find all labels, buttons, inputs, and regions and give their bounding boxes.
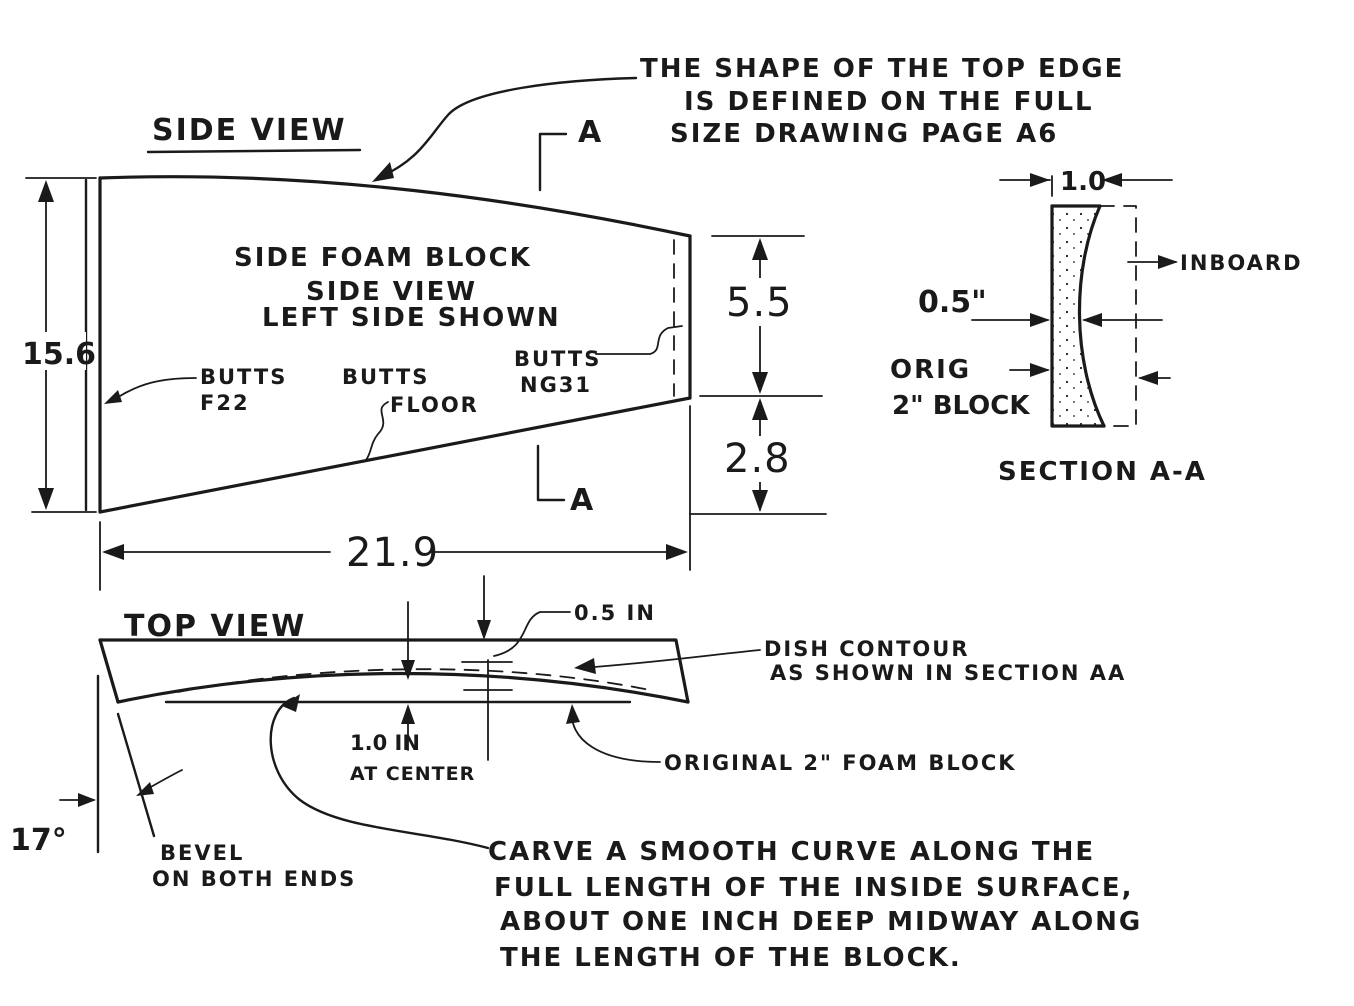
dish-note-line-2: AS SHOWN IN SECTION AA <box>770 661 1126 685</box>
side-block-label-2: SIDE VIEW <box>306 277 477 307</box>
side-block-label-1: SIDE FOAM BLOCK <box>234 243 532 273</box>
inboard-label: INBOARD <box>1180 251 1303 275</box>
side-view-title-underline <box>146 148 362 154</box>
right-upper-arrow-top-icon <box>752 238 768 260</box>
carve-note-line-4: THE LENGTH OF THE BLOCK. <box>500 943 962 973</box>
butts-ng31-leader <box>595 325 683 355</box>
butts-f22-label-1: BUTTS <box>200 365 287 389</box>
butts-floor-label-2: FLOOR <box>390 393 479 417</box>
carve-note-line-3: ABOUT ONE INCH DEEP MIDWAY ALONG <box>500 907 1142 937</box>
orig-block-arrow-left-icon <box>1030 363 1050 377</box>
top-block-left-bevel <box>98 638 120 704</box>
original-block-leader <box>570 707 661 763</box>
top-edge-note-line-1: THE SHAPE OF THE TOP EDGE <box>640 54 1124 84</box>
side-view: SIDE VIEW A A SIDE FOAM BLOCK SIDE VIEW … <box>20 113 827 591</box>
center-dim-upper-arrow-icon <box>401 660 415 680</box>
dish-note-arrow-icon <box>574 658 596 674</box>
height-arrow-top-icon <box>38 180 54 202</box>
top-edge-arrow-icon <box>372 162 394 182</box>
angle-label: 17° <box>10 823 67 858</box>
top-edge-leader <box>376 76 638 180</box>
orig-block-label-2: 2" BLOCK <box>892 391 1030 421</box>
height-label-bg <box>20 332 86 370</box>
side-block-bottom-edge <box>98 396 692 514</box>
right-upper-dim-label: 5.5 <box>726 280 793 326</box>
length-arrow-left-icon <box>102 544 124 560</box>
bevel-label-2: ON BOTH ENDS <box>152 867 356 891</box>
section-marker-bottom-label: A <box>570 483 595 518</box>
bevel-angle-line <box>116 712 156 838</box>
carve-note-line-1: CARVE A SMOOTH CURVE ALONG THE <box>488 837 1095 867</box>
butts-floor-label-1: BUTTS <box>342 365 429 389</box>
section-side-arrow-left-icon <box>1030 313 1050 327</box>
butts-floor-leader <box>365 401 389 461</box>
original-block-label: ORIGINAL 2" FOAM BLOCK <box>664 751 1017 775</box>
top-block-outline <box>98 638 690 704</box>
side-block-top-edge <box>98 175 692 238</box>
length-dim-label: 21.9 <box>346 530 439 576</box>
original-block-arrow-icon <box>566 704 580 724</box>
section-top-arrow-right-icon <box>1102 173 1122 187</box>
top-block-dish-contour <box>177 668 651 693</box>
inboard-arrow-icon <box>1158 255 1178 269</box>
height-dim-label: 15.6 <box>22 337 96 372</box>
section-side-arrow-right-icon <box>1082 313 1102 327</box>
section-top-dim-label: 1.0 <box>1060 167 1106 197</box>
center-dim-lower-arrow-icon <box>401 704 415 724</box>
right-lower-label-bg <box>722 436 798 482</box>
length-arrow-right-icon <box>666 544 688 560</box>
section-marker-top-label: A <box>578 115 603 150</box>
dish-dim-arrow-icon <box>477 620 491 640</box>
section-marker-top <box>538 132 568 192</box>
orig-block-arrow-right-icon <box>1138 371 1158 385</box>
right-lower-arrow-top-icon <box>752 398 768 420</box>
center-label-1: 1.0 IN <box>350 731 420 755</box>
butts-f22-label-2: F22 <box>200 391 250 415</box>
right-lower-arrow-bottom-icon <box>752 490 768 512</box>
carve-note-arrow-icon <box>282 694 300 712</box>
center-label-2: AT CENTER <box>350 763 475 785</box>
dish-note-line-1: DISH CONTOUR <box>764 637 970 661</box>
section-aa: 1.0 INBOARD 0.5" ORIG 2" BLOCK SECTION A… <box>890 167 1303 487</box>
section-original-block-dashed <box>1099 205 1137 427</box>
dish-note-leader <box>581 649 761 669</box>
bevel-angle-arrow-icon <box>136 782 154 796</box>
section-outline-curve <box>1050 204 1106 428</box>
carve-note-line-2: FULL LENGTH OF THE INSIDE SURFACE, <box>494 873 1134 903</box>
height-arrow-bottom-icon <box>38 488 54 510</box>
side-block-label-3: LEFT SIDE SHOWN <box>262 303 561 333</box>
butts-ng31-label-2: NG31 <box>520 373 592 397</box>
top-edge-note-line-3: SIZE DRAWING PAGE A6 <box>670 119 1058 149</box>
top-edge-note-line-2: IS DEFINED ON THE FULL <box>684 87 1094 117</box>
right-upper-arrow-bottom-icon <box>752 372 768 394</box>
orig-block-label-1: ORIG <box>890 355 971 385</box>
section-marker-bottom <box>536 444 566 502</box>
carve-note-leader <box>269 696 490 850</box>
right-upper-label-bg <box>724 278 796 326</box>
top-view: TOP VIEW 0.5 IN DISH CONTOUR AS SHOWN IN… <box>10 575 1126 891</box>
section-outline-left <box>1050 204 1106 428</box>
section-side-dim-label: 0.5" <box>918 285 987 320</box>
butts-f22-leader <box>107 377 197 403</box>
center-tick-marks <box>461 661 513 691</box>
section-title: SECTION A-A <box>998 457 1207 487</box>
angle-arrow-icon <box>78 793 96 807</box>
dish-dim-leader <box>493 611 571 657</box>
butts-ng31-label-1: BUTTS <box>514 347 601 371</box>
section-top-arrow-left-icon <box>1030 173 1050 187</box>
bevel-label-1: BEVEL <box>160 841 244 865</box>
butts-f22-arrow-icon <box>104 390 122 404</box>
top-edge-note: THE SHAPE OF THE TOP EDGE IS DEFINED ON … <box>372 54 1124 182</box>
right-lower-dim-label: 2.8 <box>724 436 791 482</box>
dish-dim-label: 0.5 IN <box>574 601 656 625</box>
side-view-title: SIDE VIEW <box>152 113 347 148</box>
top-block-carved-curve <box>116 671 690 704</box>
top-view-title: TOP VIEW <box>124 609 306 644</box>
carve-note: CARVE A SMOOTH CURVE ALONG THE FULL LENG… <box>488 837 1142 973</box>
